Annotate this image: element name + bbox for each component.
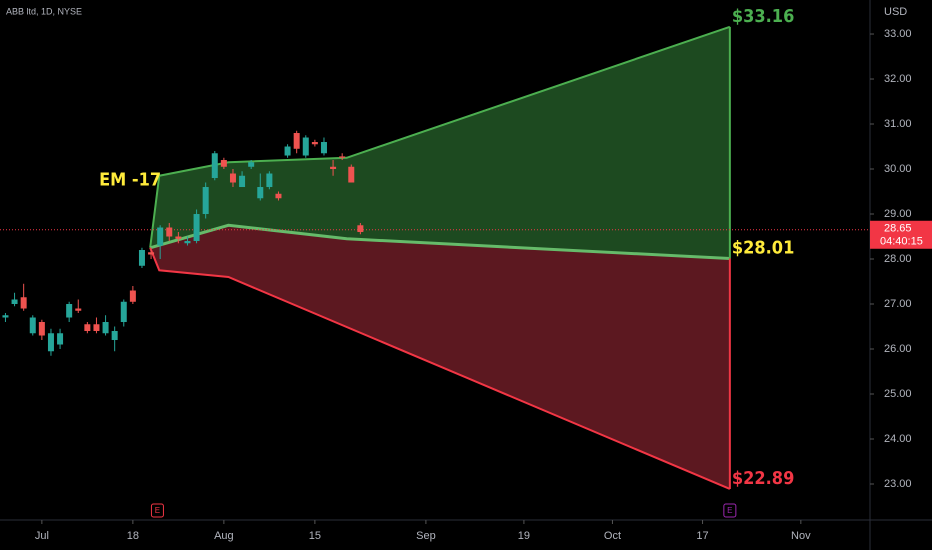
- annotation: $22.89: [732, 468, 795, 489]
- event-label: E: [155, 506, 160, 515]
- candle-body: [257, 187, 264, 199]
- x-tick-label: 19: [518, 530, 530, 542]
- candle-body: [93, 324, 100, 332]
- candle-body: [120, 301, 127, 323]
- candle-body: [47, 333, 54, 352]
- x-tick-label: Nov: [791, 530, 811, 542]
- candle-body: [293, 133, 300, 149]
- x-tick-label: Oct: [604, 530, 621, 542]
- candle-body: [302, 137, 309, 156]
- candle-body: [175, 236, 182, 239]
- candle-body: [66, 304, 73, 318]
- x-tick-label: 17: [696, 530, 708, 542]
- candle-body: [2, 315, 9, 318]
- x-tick-label: Jul: [35, 530, 49, 542]
- candle-body: [275, 193, 282, 199]
- band-line: [149, 25, 731, 248]
- candle-body: [311, 142, 318, 145]
- x-tick-label: Aug: [214, 530, 234, 542]
- candle-body: [193, 214, 200, 242]
- candle-body: [339, 156, 346, 158]
- candle-body: [75, 308, 82, 311]
- x-tick-label: 15: [309, 530, 321, 542]
- candle-body: [84, 324, 91, 332]
- y-tick-label: 24.00: [884, 433, 912, 445]
- annotation: $33.16: [732, 6, 795, 27]
- chart-title: ABB ltd, 1D, NYSE: [6, 6, 82, 16]
- candle-body: [129, 290, 136, 302]
- y-axis-label: USD: [884, 6, 907, 18]
- candle-body: [220, 160, 227, 167]
- candle-body: [102, 322, 109, 334]
- y-tick-label: 30.00: [884, 163, 912, 175]
- candle-body: [166, 227, 173, 237]
- candle-body: [284, 146, 291, 156]
- price-label: 28.65: [884, 223, 912, 235]
- y-tick-label: 28.00: [884, 253, 912, 265]
- candle-body: [202, 187, 209, 215]
- price-countdown: 04:40:15: [880, 236, 923, 248]
- candle-body: [11, 299, 18, 305]
- event-marker: [723, 503, 737, 518]
- candle-body: [229, 173, 236, 183]
- candle-body: [148, 252, 155, 255]
- x-tick-label: 18: [127, 530, 139, 542]
- event-marker: [150, 503, 164, 518]
- price-box: [870, 220, 932, 249]
- band-area: [150, 26, 730, 259]
- band-area: [150, 225, 730, 489]
- band-line: [149, 247, 731, 490]
- y-tick-label: 26.00: [884, 343, 912, 355]
- candle-body: [38, 322, 45, 336]
- annotation: $28.01: [732, 238, 795, 259]
- candle-body: [239, 175, 246, 188]
- candle-body: [348, 166, 355, 183]
- y-tick-label: 27.00: [884, 298, 912, 310]
- y-tick-label: 31.00: [884, 118, 912, 130]
- candle-body: [211, 153, 218, 179]
- y-tick-label: 29.00: [884, 208, 912, 220]
- candle-body: [330, 166, 337, 170]
- candle-body: [111, 331, 118, 341]
- y-tick-label: 32.00: [884, 73, 912, 85]
- candle-body: [357, 225, 364, 233]
- annotation: EM -17: [99, 169, 161, 190]
- event-label: E: [727, 506, 732, 515]
- y-tick-label: 23.00: [884, 478, 912, 490]
- candle-body: [320, 142, 327, 154]
- candle-body: [138, 250, 145, 266]
- band-line: [149, 223, 730, 261]
- candle-body: [157, 227, 164, 246]
- candle-body: [266, 173, 273, 188]
- candle-body: [248, 162, 255, 167]
- candle-body: [29, 317, 36, 334]
- candle-body: [20, 297, 27, 309]
- candle-body: [184, 241, 191, 244]
- candle-body: [57, 333, 64, 345]
- y-tick-label: 33.00: [884, 28, 912, 40]
- y-tick-label: 25.00: [884, 388, 912, 400]
- x-tick-label: Sep: [416, 530, 436, 542]
